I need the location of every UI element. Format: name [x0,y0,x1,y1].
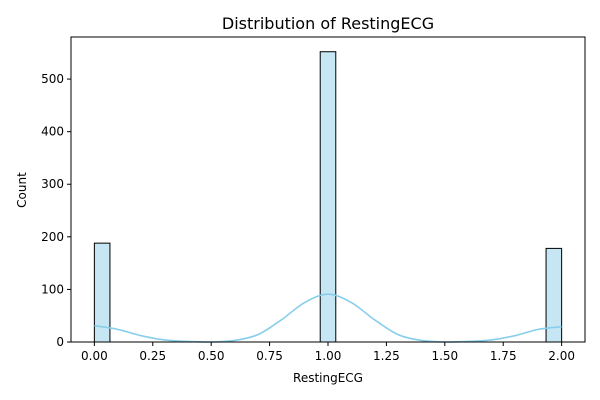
x-tick-label: 0.75 [256,349,283,363]
x-tick-label: 1.00 [315,349,342,363]
y-tick-label: 400 [41,125,64,139]
chart-title: Distribution of RestingECG [222,14,434,33]
y-tick-label: 200 [41,230,64,244]
y-tick-label: 100 [41,282,64,296]
x-axis-label: RestingECG [293,371,363,385]
y-axis-ticks: 0 100 200 300 400 500 [41,72,71,349]
x-tick-label: 0.00 [81,349,108,363]
x-tick-label: 1.50 [431,349,458,363]
x-tick-label: 1.25 [373,349,400,363]
histogram-bar-1 [319,51,337,343]
kde-line [94,293,562,343]
x-tick-label: 0.50 [198,349,225,363]
y-tick-label: 300 [41,177,64,191]
y-tick-label: 0 [56,335,64,349]
y-tick-label: 500 [41,72,64,86]
bars-layer [93,51,563,343]
x-tick-label: 1.75 [490,349,517,363]
x-tick-label: 0.25 [139,349,166,363]
kde-layer [94,293,562,343]
y-axis-label: Count [15,172,29,208]
x-axis-ticks: 0.00 0.25 0.50 0.75 1.00 1.25 1.50 1.75 2.00 [81,342,575,363]
x-tick-label: 2.00 [548,349,575,363]
